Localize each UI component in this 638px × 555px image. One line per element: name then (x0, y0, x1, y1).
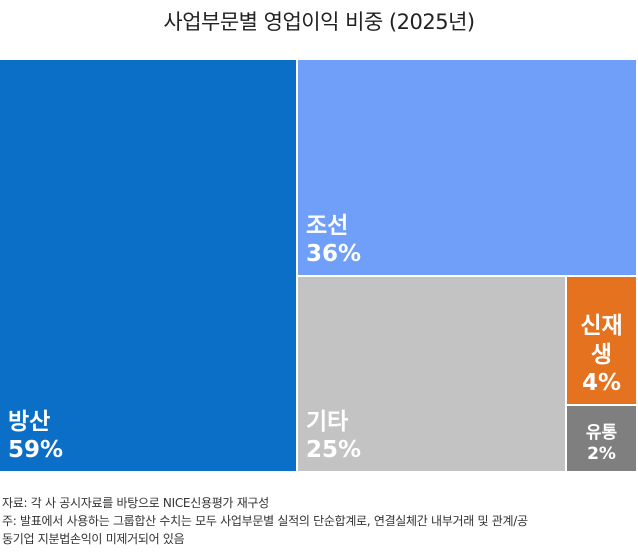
footnote-line-2: 동기업 지분법손익이 미제거되어 있음 (2, 532, 185, 546)
treemap-tile-label: 방산 59% (8, 408, 63, 466)
treemap-tile-label: 기타 25% (306, 408, 361, 466)
segment-name: 유통 (585, 422, 618, 443)
treemap-tile-1: 방산 59% (0, 60, 296, 471)
segment-name-part: 생 (590, 341, 613, 368)
segment-value-label: 36% (306, 241, 362, 268)
chart-title: 사업부문별 영업이익 비중 (2025년) (163, 10, 475, 34)
treemap-tile-label: 조선 36% (306, 212, 361, 270)
treemap-tile-4: 신재 생 4% (567, 277, 636, 404)
treemap-tile-label: 신재 생 4% (567, 312, 636, 398)
segment-value-label: 4% (581, 370, 622, 397)
segment-name: 방산 (8, 408, 51, 435)
segment-name: 기타 (306, 408, 349, 435)
segment-name: 신재 생 (567, 312, 636, 370)
treemap-tile-3: 기타 25% (298, 277, 565, 471)
segment-value-label: 2% (587, 443, 616, 464)
treemap-tile-2: 조선 36% (298, 60, 636, 275)
segment-value-label: 59% (8, 437, 64, 464)
chart-notes: 자료: 각 사 공시자료를 바탕으로 NICE신용평가 재구성 주: 발표에서 … (2, 494, 528, 548)
treemap-tile-label: 유통 2% (567, 423, 636, 466)
source-note: 자료: 각 사 공시자료를 바탕으로 NICE신용평가 재구성 (2, 496, 269, 510)
segment-name: 조선 (306, 212, 349, 239)
treemap-tile-5: 유통 2% (567, 406, 636, 471)
segment-name-part: 신재 (580, 312, 623, 339)
footnote-line-1: 주: 발표에서 사용하는 그룹합산 수치는 모두 사업부문별 실적의 단순합계로… (2, 514, 528, 528)
segment-value-label: 25% (306, 437, 362, 464)
